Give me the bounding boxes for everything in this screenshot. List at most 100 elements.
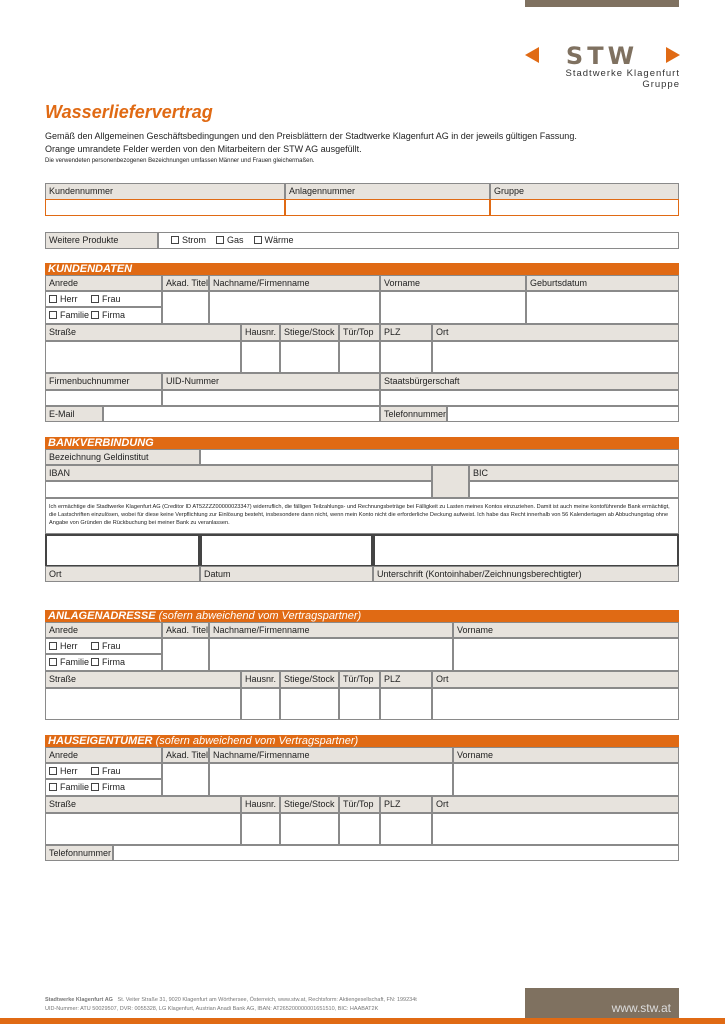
kundendaten-tuer-label: Tür/Top bbox=[339, 324, 380, 341]
hauseigentuemer-strasse-label: Straße bbox=[45, 796, 241, 813]
checkbox-firma[interactable]: Firma bbox=[91, 657, 133, 668]
hauseigentuemer-bar: HAUSEIGENTÜMER (sofern abweichend vom Ve… bbox=[45, 735, 679, 748]
hauseigentuemer-stiege-label: Stiege/Stock bbox=[280, 796, 339, 813]
product-option-label: Wärme bbox=[264, 235, 294, 245]
checkbox-herr[interactable]: Herr bbox=[49, 766, 91, 777]
telefonnummer-input[interactable] bbox=[447, 406, 679, 422]
kundendaten-ort-input[interactable] bbox=[432, 341, 679, 373]
checkbox-herr[interactable]: Herr bbox=[49, 641, 91, 652]
checkbox-frau[interactable]: Frau bbox=[91, 641, 133, 652]
anlagenadresse-vorname-label: Vorname bbox=[453, 622, 679, 638]
product-option[interactable]: Wärme bbox=[253, 235, 294, 245]
hauseigentuemer-telefon-input[interactable] bbox=[113, 845, 679, 861]
anlagenadresse-stiege-input[interactable] bbox=[280, 688, 339, 720]
hauseigentuemer-tuer-input[interactable] bbox=[339, 813, 380, 845]
kundendaten-nachname-input[interactable] bbox=[209, 291, 380, 324]
geldinstitut-input[interactable] bbox=[200, 449, 679, 465]
firmenbuchnummer-label: Firmenbuchnummer bbox=[45, 373, 162, 390]
anlagenadresse-ort-input[interactable] bbox=[432, 688, 679, 720]
iban-spacer bbox=[432, 465, 469, 498]
hauseigentuemer-plz-input[interactable] bbox=[380, 813, 432, 845]
checkbox-icon[interactable] bbox=[216, 236, 225, 244]
anlagenadresse-nachname-input[interactable] bbox=[209, 638, 453, 671]
checkbox-familie[interactable]: Familie bbox=[49, 310, 91, 321]
anlagenadresse-strasse-label: Straße bbox=[45, 671, 241, 688]
checkbox-icon[interactable] bbox=[91, 658, 99, 666]
iban-input[interactable] bbox=[45, 481, 432, 498]
anlagenadresse-tuer-input[interactable] bbox=[339, 688, 380, 720]
checkbox-icon[interactable] bbox=[91, 295, 99, 303]
email-input[interactable] bbox=[103, 406, 380, 422]
anlagenadresse-stiege-label: Stiege/Stock bbox=[280, 671, 339, 688]
footer-address: St. Veiter Straße 31, 9020 Klagenfurt am… bbox=[117, 997, 417, 1003]
hauseigentuemer-ort-input[interactable] bbox=[432, 813, 679, 845]
product-option-label: Strom bbox=[182, 235, 207, 245]
anlagenadresse-anrede-familie-firma: Familie Firma bbox=[45, 654, 162, 671]
checkbox-herr[interactable]: Herr bbox=[49, 294, 91, 305]
hauseigentuemer-nachname-input[interactable] bbox=[209, 763, 453, 796]
anlagenadresse-hausnr-input[interactable] bbox=[241, 688, 280, 720]
checkbox-familie[interactable]: Familie bbox=[49, 657, 91, 668]
datum-input[interactable] bbox=[200, 534, 373, 567]
kundendaten-hausnr-input[interactable] bbox=[241, 341, 280, 373]
checkbox-icon[interactable] bbox=[49, 642, 57, 650]
kundennummer-input[interactable] bbox=[45, 199, 285, 216]
checkbox-frau[interactable]: Frau bbox=[91, 294, 133, 305]
kundendaten-geburtsdatum-input[interactable] bbox=[526, 291, 679, 324]
checkbox-firma[interactable]: Firma bbox=[91, 782, 133, 793]
kundendaten-tuer-input[interactable] bbox=[339, 341, 380, 373]
checkbox-icon[interactable] bbox=[91, 783, 99, 791]
bic-input[interactable] bbox=[469, 481, 679, 498]
anlagenadresse-akad-titel-input[interactable] bbox=[162, 638, 209, 671]
hauseigentuemer-hausnr-input[interactable] bbox=[241, 813, 280, 845]
checkbox-icon[interactable] bbox=[91, 767, 99, 775]
checkbox-icon[interactable] bbox=[171, 236, 179, 244]
hauseigentuemer-vorname-input[interactable] bbox=[453, 763, 679, 796]
footer-url[interactable]: www.stw.at bbox=[611, 1001, 671, 1015]
kundendaten-anrede-herr-frau: Herr Frau bbox=[45, 291, 162, 307]
checkbox-icon[interactable] bbox=[49, 658, 57, 666]
hauseigentuemer-akad-titel-input[interactable] bbox=[162, 763, 209, 796]
kundendaten-plz-input[interactable] bbox=[380, 341, 432, 373]
checkbox-icon[interactable] bbox=[49, 295, 57, 303]
unterschrift-input[interactable] bbox=[373, 534, 679, 567]
anlagenadresse-plz-input[interactable] bbox=[380, 688, 432, 720]
page-title: Wasserliefervertrag bbox=[45, 102, 213, 122]
kundendaten-stiege-input[interactable] bbox=[280, 341, 339, 373]
checkbox-label: Herr bbox=[60, 294, 78, 304]
kundendaten-strasse-input[interactable] bbox=[45, 341, 241, 373]
kundendaten-vorname-input[interactable] bbox=[380, 291, 526, 324]
hauseigentuemer-strasse-input[interactable] bbox=[45, 813, 241, 845]
checkbox-firma[interactable]: Firma bbox=[91, 310, 133, 321]
kundendaten-akad-titel-input[interactable] bbox=[162, 291, 209, 324]
uid-nummer-label: UID-Nummer bbox=[162, 373, 380, 390]
staatsbuergerschaft-input[interactable] bbox=[380, 390, 679, 406]
logo-subtitle: Stadtwerke Klagenfurt Gruppe bbox=[565, 68, 680, 90]
section-title: HAUSEIGENTÜMER bbox=[48, 735, 153, 747]
checkbox-icon[interactable] bbox=[49, 783, 57, 791]
product-option[interactable]: Gas bbox=[216, 235, 244, 245]
kundendaten-anrede-label: Anrede bbox=[45, 275, 162, 291]
ort-input[interactable] bbox=[45, 534, 200, 567]
checkbox-familie[interactable]: Familie bbox=[49, 782, 91, 793]
checkbox-frau[interactable]: Frau bbox=[91, 766, 133, 777]
firmenbuchnummer-input[interactable] bbox=[45, 390, 162, 406]
checkbox-icon[interactable] bbox=[49, 311, 57, 319]
geldinstitut-label: Bezeichnung Geldinstitut bbox=[45, 449, 200, 465]
checkbox-icon[interactable] bbox=[91, 311, 99, 319]
product-option-label: Gas bbox=[227, 235, 244, 245]
checkbox-icon[interactable] bbox=[91, 642, 99, 650]
anlagenadresse-vorname-input[interactable] bbox=[453, 638, 679, 671]
checkbox-icon[interactable] bbox=[49, 767, 57, 775]
hauseigentuemer-stiege-input[interactable] bbox=[280, 813, 339, 845]
product-option[interactable]: Strom bbox=[171, 235, 206, 245]
anlagenadresse-strasse-input[interactable] bbox=[45, 688, 241, 720]
kundendaten-nachname-label: Nachname/Firmenname bbox=[209, 275, 380, 291]
anlagennummer-input[interactable] bbox=[285, 199, 490, 216]
stw-logo-icon: STW bbox=[525, 42, 680, 70]
uid-nummer-input[interactable] bbox=[162, 390, 380, 406]
kundennummer-label: Kundennummer bbox=[45, 183, 285, 200]
gruppe-input[interactable] bbox=[490, 199, 679, 216]
checkbox-icon[interactable] bbox=[253, 236, 262, 244]
anlagenadresse-anrede-label: Anrede bbox=[45, 622, 162, 638]
